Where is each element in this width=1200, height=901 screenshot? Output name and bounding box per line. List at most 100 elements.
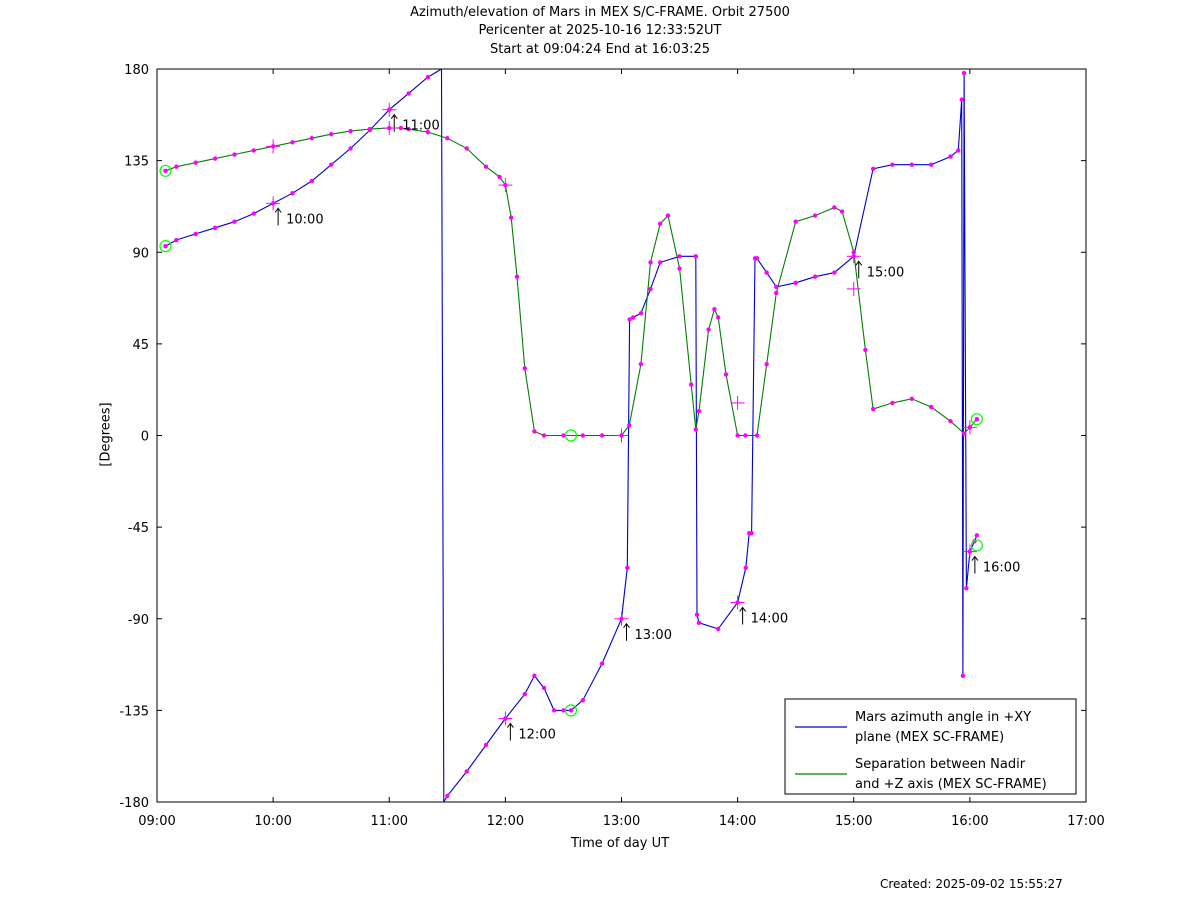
data-point — [163, 168, 168, 174]
data-point — [638, 362, 644, 367]
data-point — [522, 366, 527, 371]
x-tick-label: 12:00 — [487, 814, 524, 829]
chart-subtitle-pericenter: Pericenter at 2025-10-16 12:33:52UT — [478, 23, 722, 38]
x-tick-label: 09:00 — [138, 814, 175, 829]
data-point — [193, 231, 198, 237]
data-point — [232, 152, 237, 157]
data-point — [774, 290, 779, 296]
data-point — [232, 219, 237, 224]
x-tick-label: 14:00 — [719, 814, 756, 829]
y-tick-label: 0 — [141, 430, 149, 445]
data-point — [774, 284, 779, 290]
hour-arrow-head — [971, 555, 979, 561]
data-point — [193, 160, 198, 165]
data-point — [696, 620, 702, 626]
y-tick-label: -45 — [128, 521, 149, 536]
data-point — [964, 586, 969, 591]
data-point — [367, 126, 373, 132]
data-point — [212, 225, 218, 231]
y-tick-label: -135 — [119, 704, 149, 719]
data-point — [532, 673, 537, 678]
hour-label: 16:00 — [983, 561, 1020, 576]
data-point — [909, 162, 915, 167]
x-tick-label: 17:00 — [1067, 814, 1104, 829]
legend-entry-0: Mars azimuth angle in +XY — [855, 710, 1031, 725]
data-point — [174, 237, 179, 243]
data-point — [580, 697, 586, 703]
data-point — [445, 793, 450, 799]
x-tick-label: 11:00 — [371, 814, 408, 829]
data-point — [627, 317, 632, 322]
legend-entry-1: Separation between Nadir — [855, 757, 1026, 772]
data-point — [406, 91, 411, 96]
data-point — [677, 266, 682, 271]
hour-arrow-head — [855, 260, 863, 266]
data-point — [743, 565, 748, 571]
hour-arrow-head — [506, 722, 514, 728]
data-point — [657, 221, 663, 226]
series-line-1 — [165, 127, 978, 437]
data-point — [706, 327, 711, 332]
hour-label: 10:00 — [286, 212, 323, 227]
x-tick-label: 13:00 — [603, 814, 640, 829]
y-tick-label: -180 — [119, 796, 149, 811]
y-tick-label: -90 — [128, 613, 149, 628]
data-point — [696, 408, 702, 414]
hour-label: 13:00 — [635, 628, 672, 643]
x-tick-label: 15:00 — [835, 814, 872, 829]
data-point — [251, 148, 256, 153]
data-point — [290, 191, 295, 196]
y-tick-label: 45 — [132, 338, 149, 353]
data-point — [839, 209, 845, 214]
data-point — [961, 431, 967, 436]
data-point — [551, 708, 557, 713]
data-point — [212, 156, 218, 161]
data-point — [348, 146, 353, 151]
data-point — [929, 162, 934, 167]
data-point — [290, 140, 295, 145]
data-point — [677, 254, 682, 259]
data-point — [793, 219, 798, 224]
data-point — [406, 126, 411, 132]
data-point — [909, 396, 915, 402]
data-point — [532, 429, 537, 434]
legend-box — [784, 698, 1077, 795]
data-point — [693, 427, 699, 432]
data-point — [688, 382, 694, 387]
data-point — [793, 280, 798, 285]
hour-arrow-head — [739, 606, 747, 612]
legend-entry-1: and +Z axis (MEX SC-FRAME) — [855, 777, 1047, 792]
data-point — [665, 213, 671, 218]
data-point — [497, 174, 502, 180]
data-point — [929, 404, 934, 410]
series-line-0 — [165, 69, 978, 802]
data-point — [890, 400, 895, 406]
y-tick-label: 90 — [132, 246, 149, 261]
data-point — [630, 315, 636, 320]
data-point — [348, 128, 353, 134]
data-point — [625, 565, 630, 571]
data-point — [694, 612, 700, 617]
data-point — [974, 533, 980, 538]
data-point — [712, 307, 717, 312]
data-point — [735, 433, 740, 438]
hour-arrow-head — [623, 622, 630, 629]
data-point — [716, 315, 721, 320]
hour-label: 11:00 — [402, 119, 439, 134]
data-point — [754, 256, 760, 261]
data-point — [832, 205, 837, 210]
data-point — [657, 260, 663, 265]
data-point — [514, 274, 520, 279]
data-point — [870, 406, 876, 412]
event-circle-marker — [564, 429, 578, 442]
data-point — [960, 673, 966, 678]
data-point — [464, 769, 469, 774]
data-point — [764, 362, 769, 367]
data-point — [693, 254, 699, 259]
data-point — [754, 433, 760, 438]
data-point — [648, 260, 653, 265]
data-point — [961, 70, 967, 76]
data-point — [599, 661, 605, 666]
data-point — [974, 417, 980, 422]
